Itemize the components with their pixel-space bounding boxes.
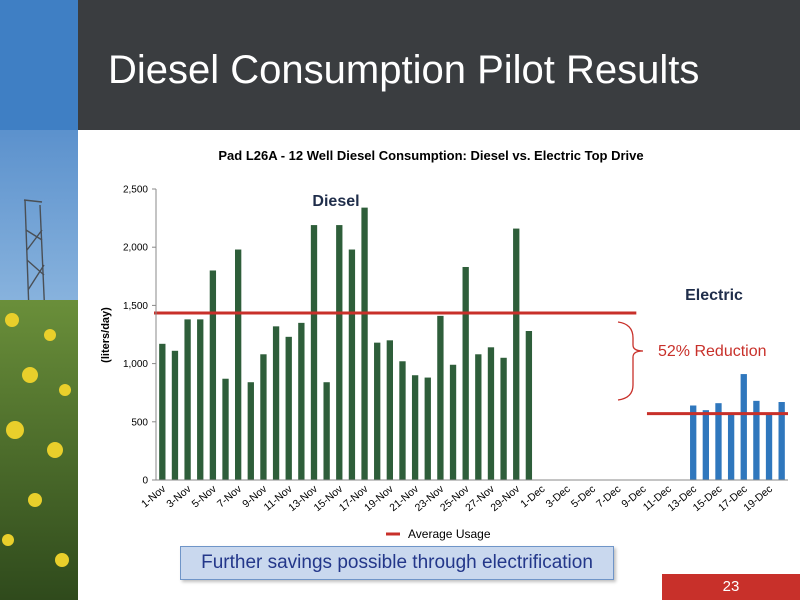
x-tick-label: 3-Nov	[164, 483, 194, 511]
x-tick-label: 5-Nov	[190, 483, 220, 511]
diesel-bar	[424, 377, 431, 480]
x-tick-label: 29-Nov	[489, 483, 523, 514]
x-tick-label: 19-Dec	[741, 483, 775, 514]
electric-annotation: Electric	[685, 287, 743, 304]
diesel-bar	[437, 315, 444, 480]
reduction-annotation: 52% Reduction	[658, 343, 767, 360]
diesel-bar	[386, 340, 393, 480]
diesel-bar	[374, 342, 381, 480]
diesel-bar	[487, 347, 495, 480]
electric-bar	[778, 402, 785, 480]
electric-bar	[727, 413, 735, 480]
electric-bar	[740, 374, 747, 480]
y-tick-label: 2,500	[123, 185, 148, 196]
y-tick-label: 2,000	[123, 243, 148, 254]
diesel-bar	[235, 249, 242, 480]
diesel-bar	[159, 343, 166, 480]
average-lines	[154, 311, 788, 416]
diesel-bar	[361, 207, 368, 480]
page-number-badge: 23	[662, 574, 800, 600]
bar-series	[159, 207, 785, 480]
diesel-bar	[399, 361, 406, 480]
diesel-bar	[462, 266, 469, 480]
header-bar	[78, 0, 800, 130]
diesel-bar	[247, 382, 254, 480]
consumption-chart: Pad L26A - 12 Well Diesel Consumption: D…	[100, 148, 788, 541]
electric-bar	[765, 413, 773, 480]
y-tick-label: 1,500	[123, 301, 148, 312]
legend-label-average: Average Usage	[408, 527, 491, 541]
reduction-brace	[617, 321, 644, 401]
diesel-bar	[323, 382, 330, 480]
x-tick-label: 5-Dec	[569, 483, 598, 510]
diesel-bar	[411, 375, 419, 480]
y-tick-label: 1,000	[123, 359, 148, 370]
electric-bar	[715, 403, 722, 480]
diesel-bar	[184, 319, 191, 480]
diesel-bar	[260, 354, 267, 480]
diesel-annotation: Diesel	[312, 193, 359, 210]
x-axis-ticks: 1-Nov3-Nov5-Nov7-Nov9-Nov11-Nov13-Nov15-…	[139, 483, 775, 514]
y-axis-ticks: 0 500 1,000 1,500 2,000 2,500	[123, 185, 156, 487]
electric-bar	[690, 405, 697, 480]
diesel-bar	[336, 225, 343, 480]
electrification-callout: Further savings possible through electri…	[180, 546, 614, 580]
diesel-bar	[285, 336, 292, 480]
electric-bar	[753, 400, 760, 480]
y-tick-label: 0	[142, 476, 148, 487]
y-tick-label: 500	[131, 417, 148, 428]
diesel-bar	[348, 249, 356, 480]
diesel-bar	[513, 228, 520, 480]
diesel-bar	[171, 350, 179, 480]
diesel-bar	[525, 331, 533, 480]
electric-bar	[702, 410, 709, 480]
diesel-bar	[298, 322, 305, 480]
diesel-bar	[449, 364, 457, 480]
diesel-bar	[222, 378, 229, 480]
diesel-bar	[209, 270, 217, 480]
x-tick-label: 1-Nov	[139, 483, 169, 511]
diesel-bar	[500, 357, 507, 480]
y-axis-label: (liters/day)	[100, 307, 112, 363]
diesel-bar	[475, 354, 482, 480]
x-tick-label: 7-Dec	[594, 483, 623, 510]
slide-title: Diesel Consumption Pilot Results	[108, 48, 700, 92]
header-accent	[0, 0, 78, 130]
x-tick-label: 1-Dec	[518, 483, 547, 510]
x-tick-label: 3-Dec	[544, 483, 573, 510]
diesel-bar	[310, 225, 318, 480]
chart-title: Pad L26A - 12 Well Diesel Consumption: D…	[218, 148, 643, 163]
diesel-bar	[272, 326, 280, 480]
x-tick-label: 7-Nov	[215, 483, 245, 511]
diesel-bar	[197, 319, 204, 480]
